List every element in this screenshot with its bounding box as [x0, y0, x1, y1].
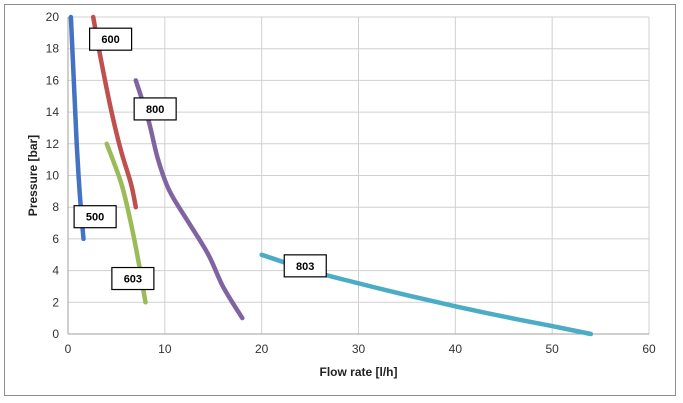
- y-tick-label-10: 20: [46, 10, 60, 24]
- label-box-603: 603: [111, 266, 155, 291]
- label-box-800: 800: [133, 97, 177, 121]
- label-text-803: 803: [296, 261, 314, 273]
- label-box-803: 803: [283, 254, 327, 278]
- label-box-frame-603: [111, 266, 155, 291]
- label-text-603: 603: [124, 274, 142, 286]
- y-tick-label-2: 4: [52, 264, 59, 278]
- label-box-frame-500: [73, 205, 117, 229]
- series-line-800: [133, 78, 245, 321]
- label-box-500: 500: [73, 205, 117, 229]
- grid-lines: [67, 16, 650, 335]
- y-tick-label-1: 2: [52, 295, 59, 309]
- x-tick-labels: 0 10 20 30 40 50 60: [65, 342, 656, 356]
- y-tick-label-0: 0: [52, 327, 59, 341]
- series-line-600: [90, 14, 139, 210]
- y-tick-label-4: 8: [52, 200, 59, 214]
- label-box-600: 600: [89, 27, 133, 51]
- x-tick-label-2: 20: [255, 342, 269, 356]
- x-tick-label-1: 10: [158, 342, 172, 356]
- x-tick-label-3: 30: [352, 342, 366, 356]
- x-tick-label-5: 50: [545, 342, 559, 356]
- series-labels: 500 600 800 603 803: [73, 27, 327, 291]
- label-box-frame-600: [89, 27, 133, 51]
- label-text-800: 800: [146, 104, 164, 116]
- y-tick-label-6: 12: [46, 137, 60, 151]
- x-tick-label-0: 0: [65, 342, 72, 356]
- y-tick-label-5: 10: [46, 169, 60, 183]
- label-box-frame-803: [283, 254, 327, 278]
- x-tick-label-4: 40: [449, 342, 463, 356]
- x-axis-title: Flow rate [l/h]: [320, 365, 398, 379]
- y-tick-label-7: 14: [46, 105, 60, 119]
- y-tick-labels: 0 2 4 6 8 10 12 14 16 18 20: [46, 10, 60, 341]
- label-text-500: 500: [86, 212, 104, 224]
- y-tick-label-9: 18: [46, 42, 60, 56]
- y-axis-title: Pressure [bar]: [26, 135, 40, 216]
- y-tick-label-8: 16: [46, 73, 60, 87]
- x-tick-label-6: 60: [642, 342, 656, 356]
- y-tick-label-3: 6: [52, 232, 59, 246]
- label-text-600: 600: [101, 34, 119, 46]
- label-box-frame-800: [133, 97, 177, 121]
